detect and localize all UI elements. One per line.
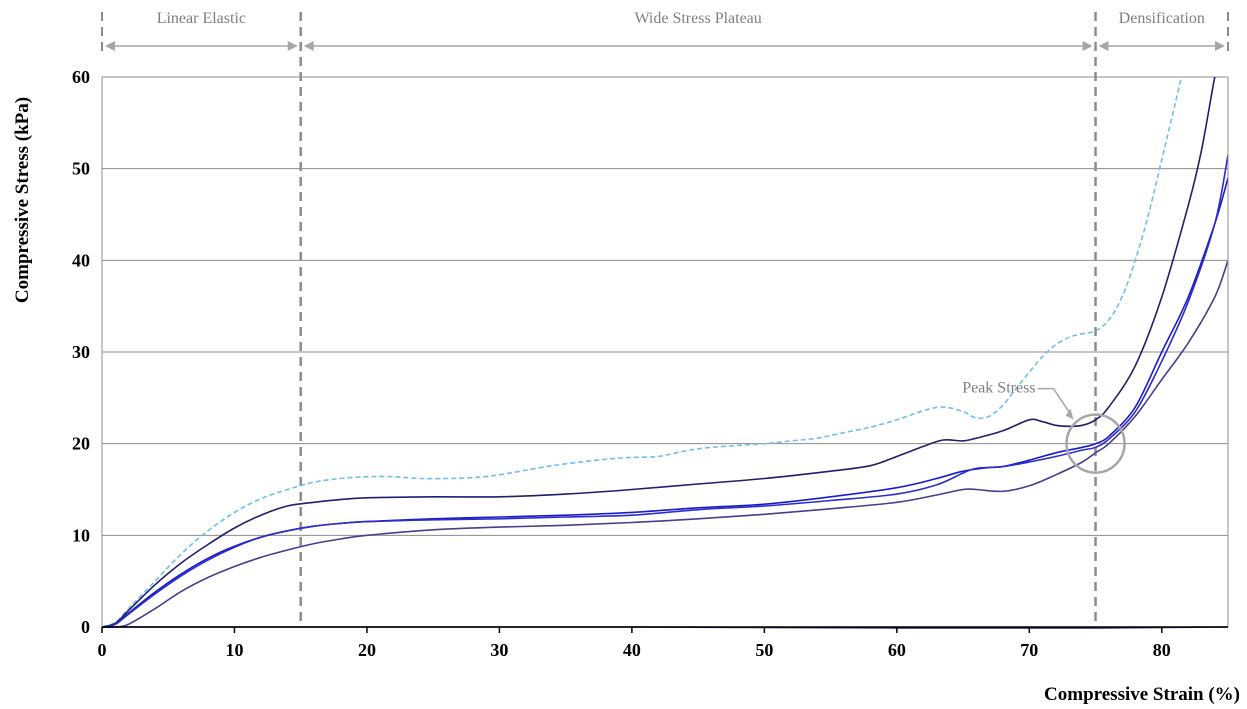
x-tick-label: 60 (888, 640, 906, 660)
x-tick-label: 40 (623, 640, 641, 660)
y-tick-label: 0 (81, 617, 90, 637)
peak-stress-arrow-head (1065, 408, 1074, 420)
region-label: Linear Elastic (157, 10, 246, 27)
y-tick-label: 60 (72, 67, 90, 87)
axes: 0 10 20 30 40 50 60 0 10 20 30 40 50 60 70 80 (72, 67, 1229, 660)
x-tick-label: 30 (490, 640, 508, 660)
y-tick-label: 20 (72, 434, 90, 454)
x-tick-label: 50 (755, 640, 773, 660)
data-series (102, 77, 1228, 629)
peak-stress-label: Peak Stress (962, 380, 1035, 397)
region-arrow-head-left (105, 41, 115, 51)
region-arrow-head-left (303, 41, 314, 51)
series-line-5 (102, 260, 1228, 629)
peak-stress-leader-line (1037, 387, 1073, 417)
series-line-1 (102, 77, 1183, 628)
series-line-4 (102, 154, 1228, 628)
series-line-3 (102, 177, 1228, 628)
annotations: Peak Stress (962, 380, 1126, 474)
region-label: Densification (1119, 10, 1205, 27)
x-tick-label: 70 (1020, 640, 1038, 660)
y-tick-label: 10 (72, 525, 90, 545)
y-axis-title: Compressive Stress (kPa) (12, 97, 33, 303)
x-tick-label: 80 (1153, 640, 1171, 660)
region-label: Wide Stress Plateau (634, 10, 761, 27)
region-arrow-head-right (287, 41, 298, 51)
x-tick-label: 20 (358, 640, 376, 660)
y-tick-label: 40 (72, 250, 90, 270)
region-arrow-head-right (1215, 41, 1225, 51)
region-arrow-head-right (1082, 41, 1093, 51)
x-tick-label: 0 (98, 640, 107, 660)
grid-lines (102, 76, 1228, 536)
region-arrow-head-left (1098, 41, 1109, 51)
x-tick-label: 10 (225, 640, 243, 660)
y-tick-label: 50 (72, 159, 90, 179)
x-axis-title: Compressive Strain (%) (1044, 684, 1240, 705)
series-line-2 (102, 77, 1216, 628)
region-markers: Linear Elastic Wide Stress Plateau Densifi… (101, 10, 1229, 627)
axis-labels: Compressive Strain (%) Compressive Stres… (12, 97, 1240, 705)
y-tick-label: 30 (72, 342, 90, 362)
peak-stress-circle (1065, 413, 1126, 474)
